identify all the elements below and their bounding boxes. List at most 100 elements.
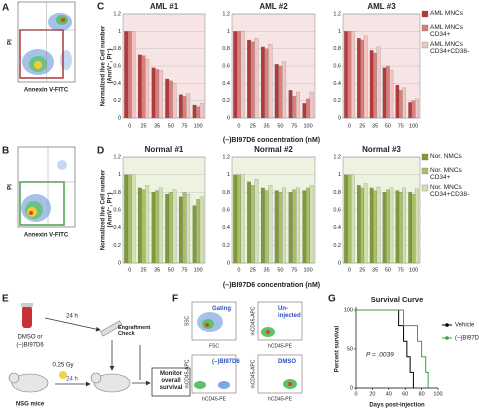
y-tick-label: 0 bbox=[338, 260, 341, 266]
plot-frame bbox=[231, 156, 316, 264]
y-tick-label: 1.2 bbox=[113, 11, 121, 17]
legend-swatch bbox=[421, 10, 429, 18]
bar bbox=[192, 205, 197, 264]
x-tick-label: 35 bbox=[264, 267, 270, 273]
y-tick-label: 0.4 bbox=[333, 81, 341, 87]
plot-frame bbox=[122, 13, 206, 119]
bar bbox=[168, 192, 173, 264]
bar bbox=[186, 194, 191, 264]
bar bbox=[344, 31, 348, 119]
legend-swatch bbox=[421, 41, 429, 49]
axis-label: hCD45-PE bbox=[268, 343, 293, 349]
x-tick-label: 0 bbox=[237, 123, 240, 129]
bar bbox=[155, 190, 160, 264]
x-tick-label: 0 bbox=[354, 391, 357, 397]
y-tick-label: 1 bbox=[118, 29, 121, 35]
mouse-head bbox=[90, 372, 102, 384]
x-tick-label: 35 bbox=[154, 123, 160, 129]
legend-swatch bbox=[421, 184, 429, 192]
axis-label: Annexin V-FITC bbox=[24, 88, 69, 94]
bar bbox=[292, 96, 297, 119]
y-tick-label: 50 bbox=[347, 346, 353, 352]
bar bbox=[131, 31, 136, 119]
bar bbox=[124, 31, 129, 119]
schematic-text: (–)BI97D6 bbox=[16, 343, 44, 349]
x-tick-label: 50 bbox=[277, 267, 283, 273]
x-tick-label: 35 bbox=[372, 267, 378, 273]
panel-label: C bbox=[97, 2, 104, 13]
bar bbox=[124, 174, 129, 264]
schematic-text: 24 h bbox=[66, 377, 78, 383]
bar bbox=[382, 192, 387, 264]
bar bbox=[351, 174, 355, 264]
bar bbox=[196, 199, 201, 264]
bar bbox=[192, 104, 197, 119]
bar bbox=[250, 41, 255, 119]
bar bbox=[415, 98, 419, 119]
y-tick-label: 0.2 bbox=[333, 98, 341, 104]
bar bbox=[302, 103, 307, 119]
x-tick-label: 75 bbox=[291, 267, 297, 273]
bar bbox=[158, 187, 163, 264]
legend-label: Nor. MNCs CD34+CD38- bbox=[430, 184, 470, 198]
x-tick-label: 50 bbox=[277, 123, 283, 129]
bar bbox=[402, 187, 406, 264]
bar bbox=[382, 67, 387, 119]
legend-marker bbox=[445, 323, 449, 327]
bar bbox=[395, 190, 400, 264]
y-tick-label: 1 bbox=[338, 29, 341, 35]
tube bbox=[22, 306, 32, 328]
syringe bbox=[100, 320, 123, 337]
bar bbox=[357, 185, 361, 264]
x-tick-label: 75 bbox=[181, 123, 187, 129]
plot-frame bbox=[342, 13, 421, 119]
bar bbox=[389, 70, 394, 119]
survival-line bbox=[356, 309, 429, 388]
y-tick-label: 0.2 bbox=[222, 98, 230, 104]
y-tick-label: 100 bbox=[344, 307, 353, 313]
y-tick-label: 0 bbox=[227, 260, 230, 266]
bar bbox=[292, 189, 297, 264]
plot-label: Un-injected bbox=[278, 306, 301, 319]
bar bbox=[137, 54, 142, 119]
x-tick-label: 100 bbox=[194, 123, 203, 129]
schematic-text: Engraftment Check bbox=[118, 325, 151, 337]
y-axis-title: Percent survival bbox=[335, 325, 341, 372]
bar bbox=[182, 192, 187, 264]
bar bbox=[309, 91, 314, 119]
y-tick-label: 0.8 bbox=[333, 190, 341, 196]
bar bbox=[168, 80, 173, 119]
bar bbox=[295, 187, 300, 264]
bar bbox=[363, 183, 368, 264]
bar bbox=[250, 185, 255, 264]
bar bbox=[247, 39, 252, 119]
y-tick-label: 0.8 bbox=[113, 190, 121, 196]
x-tick-label: 100 bbox=[303, 267, 312, 273]
flow-density bbox=[194, 381, 206, 389]
bar bbox=[274, 64, 279, 119]
bar bbox=[376, 186, 381, 264]
x-tick-label: 50 bbox=[168, 267, 174, 273]
bar bbox=[288, 192, 293, 264]
facet-title: Normal #1 bbox=[145, 145, 184, 154]
bar bbox=[408, 102, 412, 119]
y-tick-label: 0.6 bbox=[222, 63, 230, 69]
facet-title: Normal #2 bbox=[254, 145, 293, 154]
bar bbox=[360, 187, 365, 264]
flow-density bbox=[266, 330, 270, 334]
x-tick-label: 25 bbox=[140, 123, 146, 129]
legend-label: Nor. NMCs bbox=[430, 153, 462, 160]
legend-swatch bbox=[421, 167, 429, 175]
bar bbox=[247, 181, 252, 264]
bar bbox=[260, 46, 265, 119]
y-tick-label: 0 bbox=[338, 115, 341, 121]
schematic-text: DMSO or bbox=[17, 335, 42, 341]
x-tick-label: 50 bbox=[385, 123, 391, 129]
bar bbox=[158, 70, 163, 119]
bar bbox=[137, 187, 142, 264]
bar bbox=[141, 189, 146, 264]
y-tick-label: 0.4 bbox=[222, 81, 230, 87]
schematic-text: Monitor overall survival bbox=[159, 371, 183, 391]
bar bbox=[302, 190, 307, 264]
plot-frame bbox=[231, 13, 316, 119]
